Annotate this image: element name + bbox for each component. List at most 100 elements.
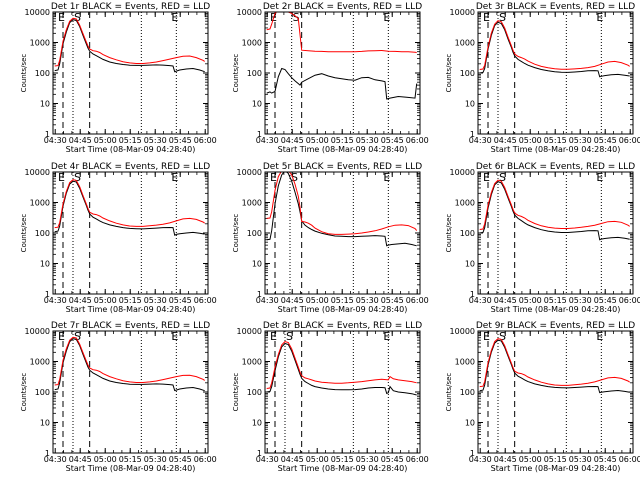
y-tick-label: 100 [247, 69, 262, 78]
events-series-line [266, 342, 417, 396]
y-axis-label: Counts/sec [445, 373, 453, 412]
plot-frame [477, 330, 634, 454]
y-tick-label: 10000 [450, 8, 475, 17]
panel-det-1: Det 1r BLACK = Events, RED = LLD 1 10 100 10… [20, 2, 217, 154]
x-tick-label: 04:45 [281, 296, 304, 305]
x-tick-label: 05:00 [306, 136, 329, 145]
y-tick-label: 1000 [30, 199, 50, 208]
y-tick-label: 100 [460, 69, 475, 78]
interval-marker-label: E [483, 330, 490, 343]
x-tick-label: 05:15 [119, 296, 142, 305]
events-series-line [266, 67, 418, 100]
y-tick-label: 1 [45, 130, 50, 139]
y-tick-label: 100 [460, 229, 475, 238]
interval-marker-label: E [483, 11, 490, 24]
interval-marker-label: E [596, 11, 603, 24]
x-tick-label: 04:30 [469, 455, 492, 464]
plot-frame [264, 11, 421, 135]
y-axis-label: Counts/sec [232, 214, 240, 253]
lld-series-line [54, 179, 205, 229]
y-tick-label: 10000 [450, 327, 475, 336]
x-tick-label: 05:00 [519, 296, 542, 305]
y-tick-label: 10000 [237, 8, 262, 17]
events-series-line [54, 338, 205, 392]
lld-series-line [266, 172, 418, 235]
panel-det-4: Det 4r BLACK = Events, RED = LLD 1 10 100 10… [20, 162, 217, 314]
interval-marker-label: E [596, 171, 603, 184]
x-axis-label: Start Time (08-Mar-09 04:28:40) [278, 464, 408, 473]
y-tick-label: 10000 [25, 8, 50, 17]
panel-det-2: Det 2r BLACK = Events, RED = LLD 1 10 100 10… [232, 2, 429, 154]
events-series-line [54, 19, 205, 73]
x-tick-label: 06:00 [619, 455, 640, 464]
x-tick-label: 05:00 [94, 455, 117, 464]
interval-marker-label: S [291, 171, 298, 184]
events-series-line [479, 181, 630, 241]
interval-marker-label: S [74, 171, 81, 184]
y-tick-label: 100 [460, 388, 475, 397]
x-tick-label: 05:15 [331, 136, 354, 145]
y-tick-label: 1 [470, 130, 475, 139]
x-axis-label: Start Time (08-Mar-09 04:28:40) [491, 305, 621, 314]
events-series-line [54, 180, 205, 236]
y-tick-label: 1 [470, 449, 475, 458]
y-tick-label: 10000 [237, 168, 262, 177]
plot-frame [264, 330, 421, 454]
y-axis-label: Counts/sec [20, 54, 28, 93]
y-tick-label: 10000 [237, 327, 262, 336]
y-tick-label: 10000 [450, 168, 475, 177]
x-tick-label: 06:00 [406, 296, 429, 305]
y-tick-label: 1000 [455, 39, 475, 48]
interval-marker-label: S [286, 330, 293, 343]
x-tick-label: 05:45 [169, 136, 192, 145]
y-tick-label: 10 [252, 419, 262, 428]
lld-series-line [479, 20, 630, 70]
x-tick-label: 04:45 [494, 296, 517, 305]
x-tick-label: 04:30 [256, 136, 279, 145]
panel-title: Det 6r BLACK = Events, RED = LLD [476, 162, 635, 172]
x-tick-label: 05:30 [356, 296, 379, 305]
lld-series-line [54, 17, 205, 67]
y-tick-label: 100 [35, 69, 50, 78]
x-axis-label: Start Time (08-Mar-09 04:28:40) [278, 145, 408, 154]
x-tick-label: 04:45 [69, 455, 92, 464]
y-axis-label: Counts/sec [232, 54, 240, 93]
y-tick-label: 10 [465, 260, 475, 269]
x-tick-label: 04:45 [281, 455, 304, 464]
y-tick-label: 1000 [242, 358, 262, 367]
panel-title: Det 7r BLACK = Events, RED = LLD [51, 321, 210, 331]
panel-det-5: Det 5r BLACK = Events, RED = LLD 1 10 100 10… [232, 162, 429, 314]
interval-marker-label: S [499, 330, 506, 343]
y-tick-label: 1000 [30, 39, 50, 48]
x-tick-label: 04:30 [469, 136, 492, 145]
y-tick-label: 100 [35, 229, 50, 238]
x-tick-label: 05:30 [356, 136, 379, 145]
panel-title: Det 9r BLACK = Events, RED = LLD [476, 321, 635, 331]
x-tick-label: 05:15 [544, 296, 567, 305]
x-tick-label: 05:45 [594, 136, 617, 145]
x-tick-label: 05:30 [569, 455, 592, 464]
x-tick-label: 04:30 [44, 296, 67, 305]
plot-frame [52, 330, 209, 454]
x-tick-label: 05:00 [519, 136, 542, 145]
x-tick-label: 05:45 [594, 296, 617, 305]
interval-marker-label: S [74, 11, 81, 24]
x-axis-label: Start Time (08-Mar-09 04:28:40) [66, 145, 196, 154]
lld-series-line [479, 338, 630, 388]
x-tick-label: 04:30 [256, 455, 279, 464]
x-axis-label: Start Time (08-Mar-09 04:28:40) [491, 145, 621, 154]
y-tick-label: 1 [45, 449, 50, 458]
interval-marker-label: E [171, 171, 178, 184]
interval-marker-label: S [74, 330, 81, 343]
x-tick-label: 05:45 [169, 455, 192, 464]
x-tick-label: 05:00 [306, 296, 329, 305]
y-tick-label: 1000 [30, 358, 50, 367]
y-axis-label: Counts/sec [232, 373, 240, 412]
y-tick-label: 10 [465, 419, 475, 428]
x-tick-label: 05:15 [119, 136, 142, 145]
x-tick-label: 04:30 [469, 296, 492, 305]
x-tick-label: 05:30 [144, 455, 167, 464]
interval-marker-label: E [483, 171, 490, 184]
x-tick-label: 05:15 [331, 296, 354, 305]
x-tick-label: 06:00 [406, 455, 429, 464]
